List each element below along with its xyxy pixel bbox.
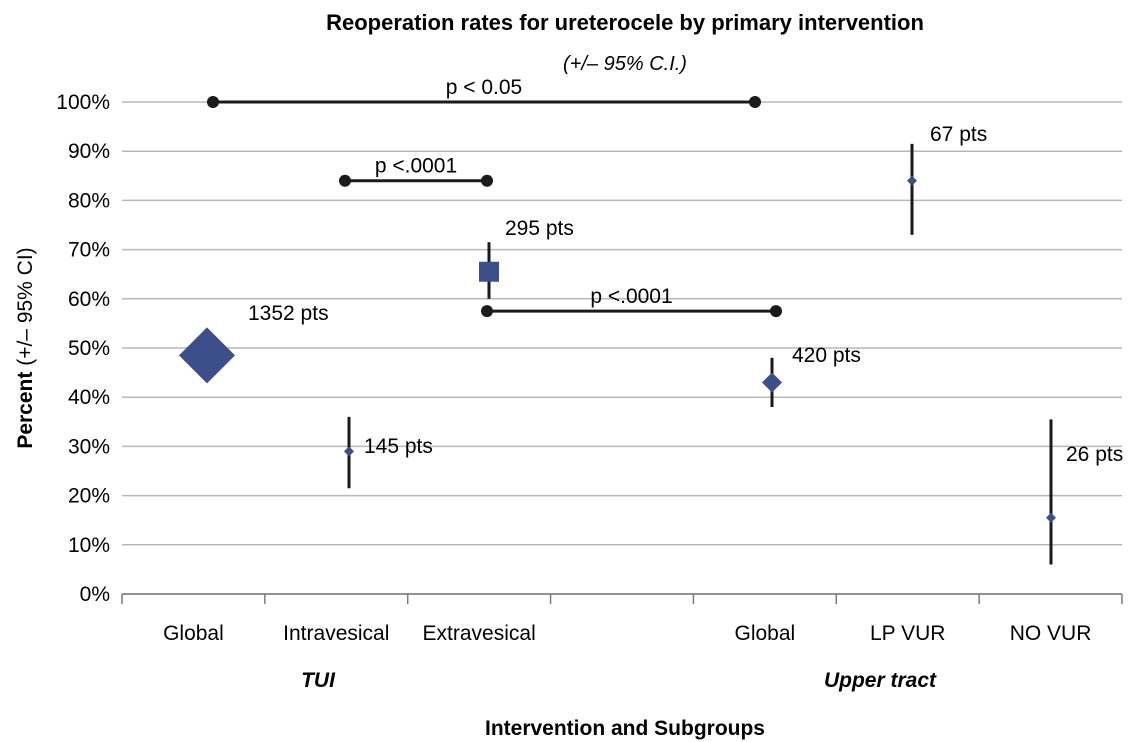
point-count-label: 1352 pts (248, 302, 329, 325)
gridlines (122, 101, 1122, 595)
chart-subtitle: (+/– 95% C.I.) (563, 53, 687, 75)
comparison-endpoint (339, 174, 351, 187)
x-tick-label: Intravesical (283, 622, 389, 645)
comparison-label: p <.0001 (375, 155, 457, 178)
diamond-marker (762, 372, 782, 393)
x-axis-title: Intervention and Subgroups (485, 717, 765, 740)
y-tick-label: 90% (68, 140, 110, 163)
comparison-label: p < 0.05 (446, 76, 522, 99)
x-axis: Global Intravesical Extravesical Global LP V… (121, 593, 1123, 692)
x-tick-label: Extravesical (423, 622, 536, 645)
y-tick-label: 0% (80, 583, 110, 606)
x-tick-label: NO VUR (1010, 622, 1092, 645)
comparison-endpoint (770, 305, 782, 318)
comparison-endpoint (749, 96, 761, 108)
diamond-marker (179, 327, 235, 384)
group-label: TUI (301, 669, 336, 692)
point-count-label: 26 pts (1066, 443, 1123, 466)
point-count-label: 67 pts (930, 123, 987, 146)
y-tick-label: 80% (68, 189, 110, 212)
comparison-endpoint (481, 305, 493, 318)
square-marker (479, 261, 499, 282)
comparison-endpoint (481, 174, 493, 187)
comparison-endpoint (207, 96, 219, 108)
x-tick-label: Global (735, 622, 796, 645)
y-tick-label: 10% (68, 534, 110, 557)
y-tick-label: 20% (68, 485, 110, 508)
diamond-marker (1046, 512, 1056, 523)
x-tick-label: Global (163, 622, 224, 645)
point-count-label: 420 pts (792, 344, 861, 367)
x-tick-label: LP VUR (870, 622, 945, 645)
y-tick-label: 40% (68, 386, 110, 409)
comparison-label: p <.0001 (590, 285, 672, 308)
y-axis-title-rest: (+/– 95% CI) (14, 247, 37, 371)
y-tick-label: 30% (68, 435, 110, 458)
data-points: 1352 pts 145 pts 295 pts 420 pts 67 pts 26 pt… (179, 123, 1123, 565)
chart-title: Reoperation rates for ureterocele by pri… (326, 10, 924, 35)
y-tick-label: 60% (68, 288, 110, 311)
y-axis-title: Percent (+/– 95% CI) (14, 247, 37, 448)
point-count-label: 295 pts (505, 217, 574, 240)
y-tick-labels: 0% 10% 20% 30% 40% 50% 60% 70% 80% 90% 100% (56, 91, 110, 606)
diamond-marker (907, 175, 917, 186)
y-tick-label: 100% (56, 91, 110, 114)
y-axis-title-bold: Percent (14, 372, 37, 449)
y-tick-label: 50% (68, 337, 110, 360)
y-tick-label: 70% (68, 239, 110, 262)
point-count-label: 145 pts (364, 435, 433, 458)
diamond-marker (344, 446, 354, 457)
group-label: Upper tract (824, 669, 937, 692)
comparison-brackets: p < 0.05 p <.0001 p <.0001 (207, 76, 782, 318)
